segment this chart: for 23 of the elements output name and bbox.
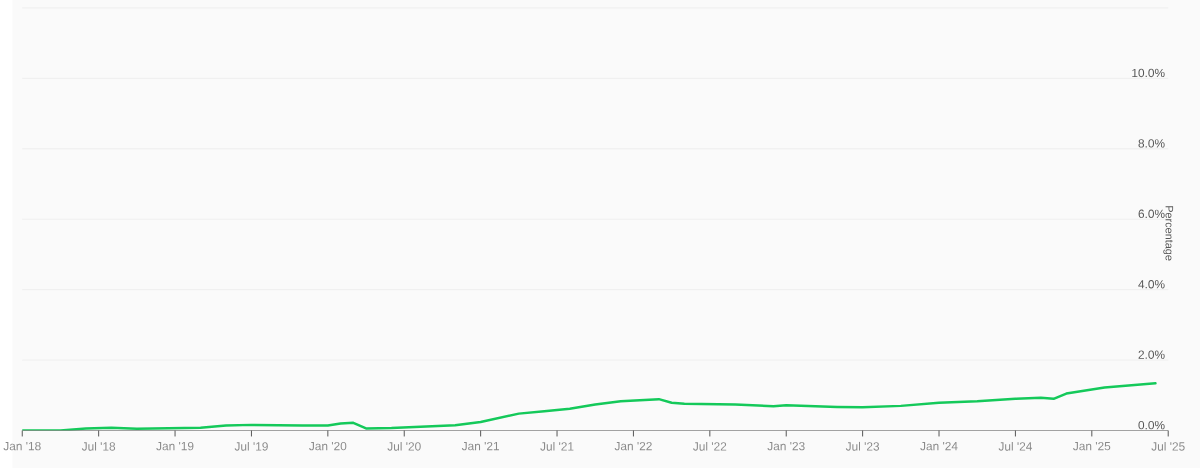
y-tick-label: 10.0% [1132, 68, 1165, 78]
y-tick-label: 0.0% [1138, 420, 1165, 430]
x-tick-label: Jan '23 [767, 441, 805, 451]
x-tick-label: Jul '23 [845, 441, 880, 451]
x-tick-label: Jul '22 [693, 441, 727, 451]
x-tick-label: Jul '21 [540, 441, 574, 451]
x-tick-label: Jan '24 [920, 441, 958, 451]
x-tick-label: Jan '22 [614, 441, 652, 451]
x-tick-label: Jan '19 [156, 441, 194, 451]
y-tick-label: 2.0% [1138, 350, 1165, 359]
x-tick-label: Jul '24 [998, 441, 1033, 451]
x-tick-label: Jan '20 [309, 441, 347, 451]
x-tick-label: Jan '21 [461, 441, 500, 451]
x-tick-label: Jan '18 [3, 441, 41, 451]
y-axis-title: Percentage [1163, 206, 1174, 261]
x-tick-label: Jul '25 [1151, 441, 1185, 451]
y-tick-label: 4.0% [1138, 280, 1165, 289]
x-tick-label: Jul '18 [81, 441, 116, 451]
y-tick-label: 6.0% [1138, 209, 1165, 218]
x-tick-label: Jul '20 [387, 441, 421, 451]
x-tick-label: Jan '25 [1073, 441, 1111, 451]
x-tick-label: Jul '19 [234, 441, 268, 451]
y-tick-label: 8.0% [1138, 139, 1165, 148]
